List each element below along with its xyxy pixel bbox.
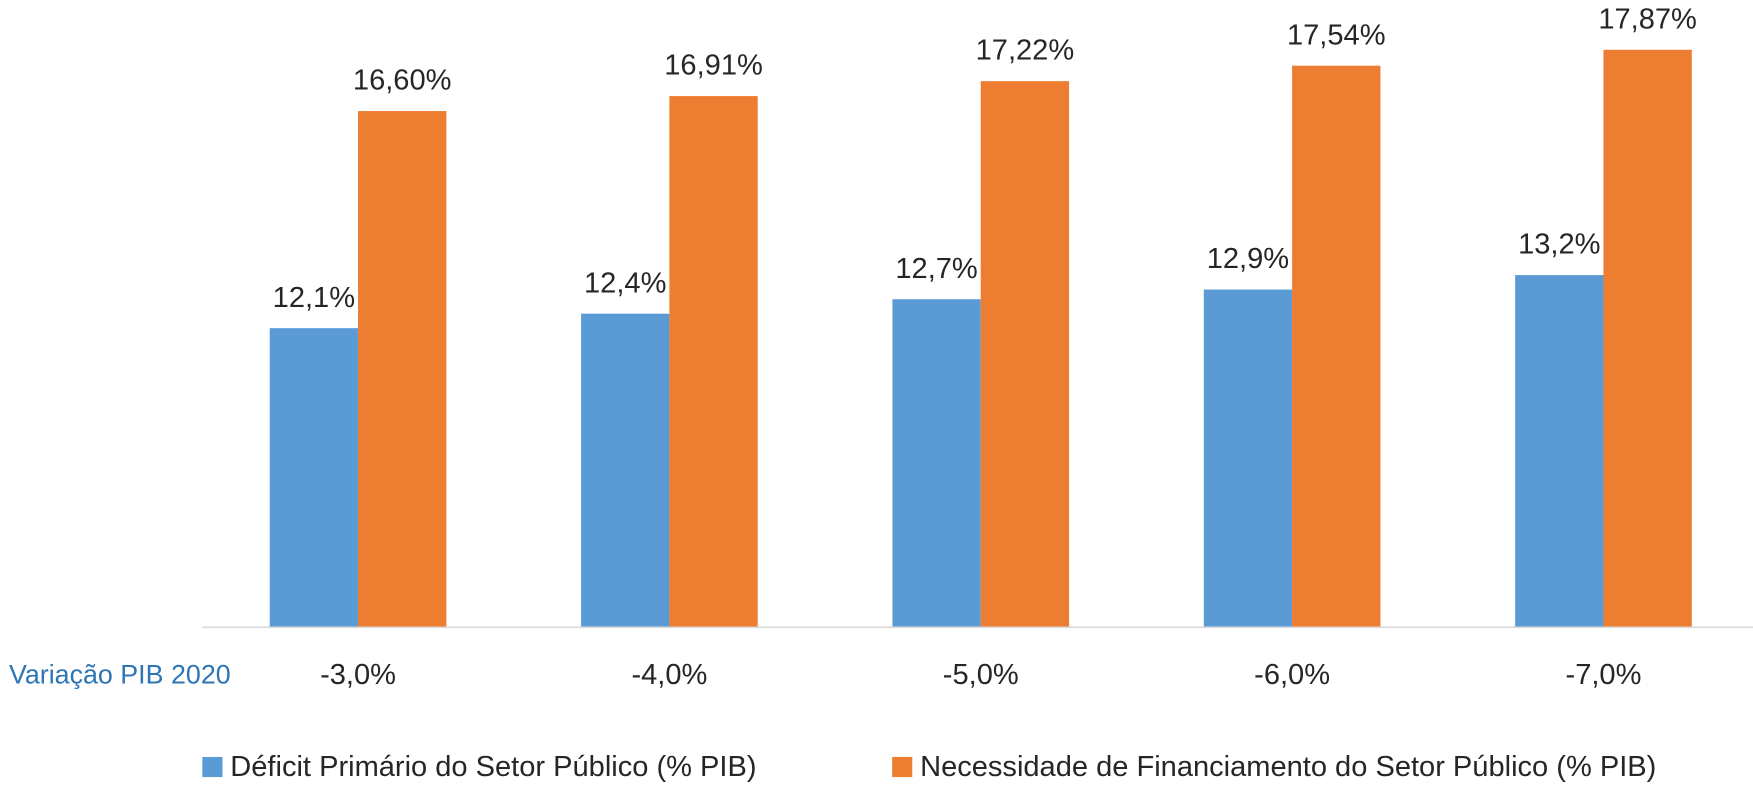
data-label: 17,87% [1598, 3, 1697, 35]
bar [269, 328, 359, 628]
bar [1515, 275, 1604, 628]
bar [892, 299, 981, 628]
x-tick-label: -7,0% [1566, 659, 1642, 691]
legend-label: Necessidade de Financiamento do Setor Pú… [920, 751, 1656, 783]
x-tick-label: -3,0% [320, 659, 396, 691]
data-label: 12,9% [1207, 243, 1289, 275]
bar [1203, 289, 1293, 628]
data-label: 13,2% [1518, 229, 1600, 261]
legend-swatch [202, 756, 223, 778]
bar [581, 313, 670, 628]
x-axis-title: Variação PIB 2020 [9, 660, 231, 690]
data-label: 17,22% [976, 35, 1075, 67]
bar [980, 81, 1070, 628]
legend-label: Déficit Primário do Setor Público (% PIB… [230, 751, 756, 783]
bar [1603, 49, 1692, 628]
legend-swatch [892, 756, 913, 778]
bar [358, 111, 447, 628]
data-label: 16,91% [664, 50, 763, 82]
bar [669, 96, 758, 628]
data-label: 16,60% [353, 65, 452, 97]
data-label: 12,4% [584, 267, 666, 299]
x-tick-label: -5,0% [943, 659, 1019, 691]
data-label: 12,7% [895, 253, 977, 285]
data-label: 12,1% [273, 282, 355, 314]
x-tick-label: -6,0% [1254, 659, 1330, 691]
x-tick-label: -4,0% [631, 659, 707, 691]
data-label: 17,54% [1287, 19, 1386, 51]
bar [1292, 65, 1381, 628]
